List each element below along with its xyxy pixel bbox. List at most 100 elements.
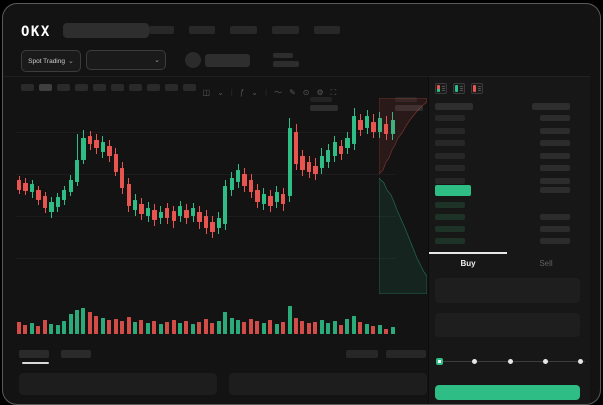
- price-input[interactable]: [435, 278, 580, 303]
- slider-step-dot[interactable]: [472, 359, 478, 364]
- pair-dropdown[interactable]: ⌄: [86, 50, 166, 70]
- volume-bar: [165, 322, 170, 334]
- volume-bar: [384, 329, 389, 334]
- timeframe-button[interactable]: [21, 84, 34, 91]
- timeframe-button[interactable]: [111, 84, 124, 91]
- timeframe-button[interactable]: [147, 84, 160, 91]
- book-combined-icon[interactable]: [435, 83, 447, 94]
- volume-bar: [29, 323, 34, 334]
- nav-item[interactable]: [189, 26, 215, 34]
- timeframe-button[interactable]: [183, 84, 196, 91]
- timeframe-button[interactable]: [75, 84, 88, 91]
- candle: [158, 212, 164, 218]
- book-bids-icon[interactable]: [453, 83, 465, 94]
- indicator-icon[interactable]: ƒ: [239, 88, 245, 97]
- ask-row-amount[interactable]: [540, 127, 570, 134]
- ask-row-price[interactable]: [435, 165, 465, 172]
- tab-buy[interactable]: Buy: [460, 259, 476, 268]
- volume-bar: [377, 325, 382, 334]
- market-type-dropdown[interactable]: Spot Trading ⌄: [21, 50, 81, 72]
- book-asks-icon[interactable]: [471, 83, 483, 94]
- timeframe-button[interactable]: [57, 84, 70, 91]
- history-panel[interactable]: [229, 373, 427, 395]
- tab-sell[interactable]: Sell: [539, 259, 553, 268]
- fullscreen-icon[interactable]: ⛶: [330, 88, 337, 97]
- bid-row-price[interactable]: [435, 202, 465, 208]
- candle: [210, 222, 215, 232]
- candle: [242, 174, 247, 186]
- chevron-down-icon[interactable]: ⌄: [217, 88, 224, 97]
- slider-step-dot[interactable]: [542, 359, 548, 364]
- bid-row-price[interactable]: [435, 214, 465, 220]
- nav-item[interactable]: [149, 26, 174, 34]
- candle: [236, 170, 241, 182]
- candle: [126, 184, 131, 206]
- nav-item[interactable]: [314, 26, 340, 34]
- stat-label-placeholder: [395, 97, 417, 102]
- amount-slider[interactable]: [436, 355, 585, 367]
- bid-row-amount[interactable]: [540, 214, 570, 220]
- slider-step-dot[interactable]: [578, 359, 583, 364]
- buy-submit-button[interactable]: [435, 385, 580, 400]
- app-window: OKX Spot Trading ⌄ ⌄ ◫ ⌄ | ƒ ⌄ | 〜 ✎ ⊙ ⚙ ⛶: [2, 3, 601, 405]
- line-tool-icon[interactable]: 〜: [274, 88, 283, 97]
- volume-bar: [313, 322, 318, 334]
- candle: [351, 116, 357, 144]
- volume-bar: [319, 320, 324, 334]
- volume-bar: [351, 316, 356, 334]
- ask-row-amount[interactable]: [540, 115, 570, 121]
- candle: [261, 194, 267, 204]
- bid-row-price[interactable]: [435, 238, 465, 244]
- orders-panel[interactable]: [19, 373, 217, 395]
- bottom-action[interactable]: [386, 350, 426, 358]
- timeframe-button[interactable]: [93, 84, 106, 91]
- nav-item[interactable]: [272, 26, 299, 34]
- bid-row-amount[interactable]: [540, 238, 570, 244]
- camera-icon[interactable]: ⊙: [302, 88, 310, 97]
- bottom-tab[interactable]: [19, 350, 49, 358]
- slider-step-dot[interactable]: [507, 359, 513, 364]
- timeframe-button[interactable]: [165, 84, 178, 91]
- stat-value-placeholder: [395, 105, 423, 111]
- bid-row-price[interactable]: [435, 226, 465, 232]
- ask-row-price[interactable]: [435, 152, 465, 159]
- ask-row-price[interactable]: [435, 115, 465, 121]
- candle: [313, 166, 318, 174]
- ask-row-amount[interactable]: [540, 140, 570, 147]
- search-input[interactable]: [63, 23, 149, 38]
- bid-row-amount[interactable]: [540, 226, 570, 232]
- draw-tool-icon[interactable]: ✎: [289, 88, 296, 97]
- candle: [326, 150, 331, 162]
- nav-item[interactable]: [230, 26, 257, 34]
- candle: [178, 206, 183, 216]
- volume-bar: [62, 321, 67, 334]
- slider-handle[interactable]: [436, 358, 443, 365]
- candle: [29, 184, 35, 192]
- candle: [377, 118, 382, 132]
- okx-logo[interactable]: OKX: [21, 24, 51, 40]
- volume-bar: [126, 317, 131, 334]
- timeframe-button[interactable]: [129, 84, 142, 91]
- candle-type-icon[interactable]: ◫: [202, 88, 211, 97]
- bottom-tab[interactable]: [61, 350, 91, 358]
- bottom-action[interactable]: [346, 350, 378, 358]
- settings-icon[interactable]: ⚙: [316, 88, 324, 97]
- ask-row-price[interactable]: [435, 140, 465, 147]
- chevron-down-icon[interactable]: ⌄: [251, 88, 258, 97]
- ask-row-amount[interactable]: [540, 165, 570, 172]
- volume-bar: [190, 324, 195, 334]
- volume-bar: [36, 326, 41, 334]
- candlestick-chart[interactable]: [16, 98, 396, 294]
- chevron-down-icon: ⌄: [154, 56, 160, 64]
- ask-row-price[interactable]: [435, 178, 465, 184]
- candle: [23, 183, 28, 191]
- last-price-badge[interactable]: [435, 185, 471, 196]
- toolbar-divider: |: [230, 88, 233, 97]
- ask-row-amount[interactable]: [540, 152, 570, 159]
- amount-input[interactable]: [435, 313, 580, 337]
- timeframe-button[interactable]: [39, 84, 52, 91]
- volume-bar: [306, 323, 311, 334]
- volume-bar: [236, 320, 240, 334]
- ask-row-price[interactable]: [435, 127, 465, 134]
- ask-row-amount[interactable]: [540, 178, 570, 184]
